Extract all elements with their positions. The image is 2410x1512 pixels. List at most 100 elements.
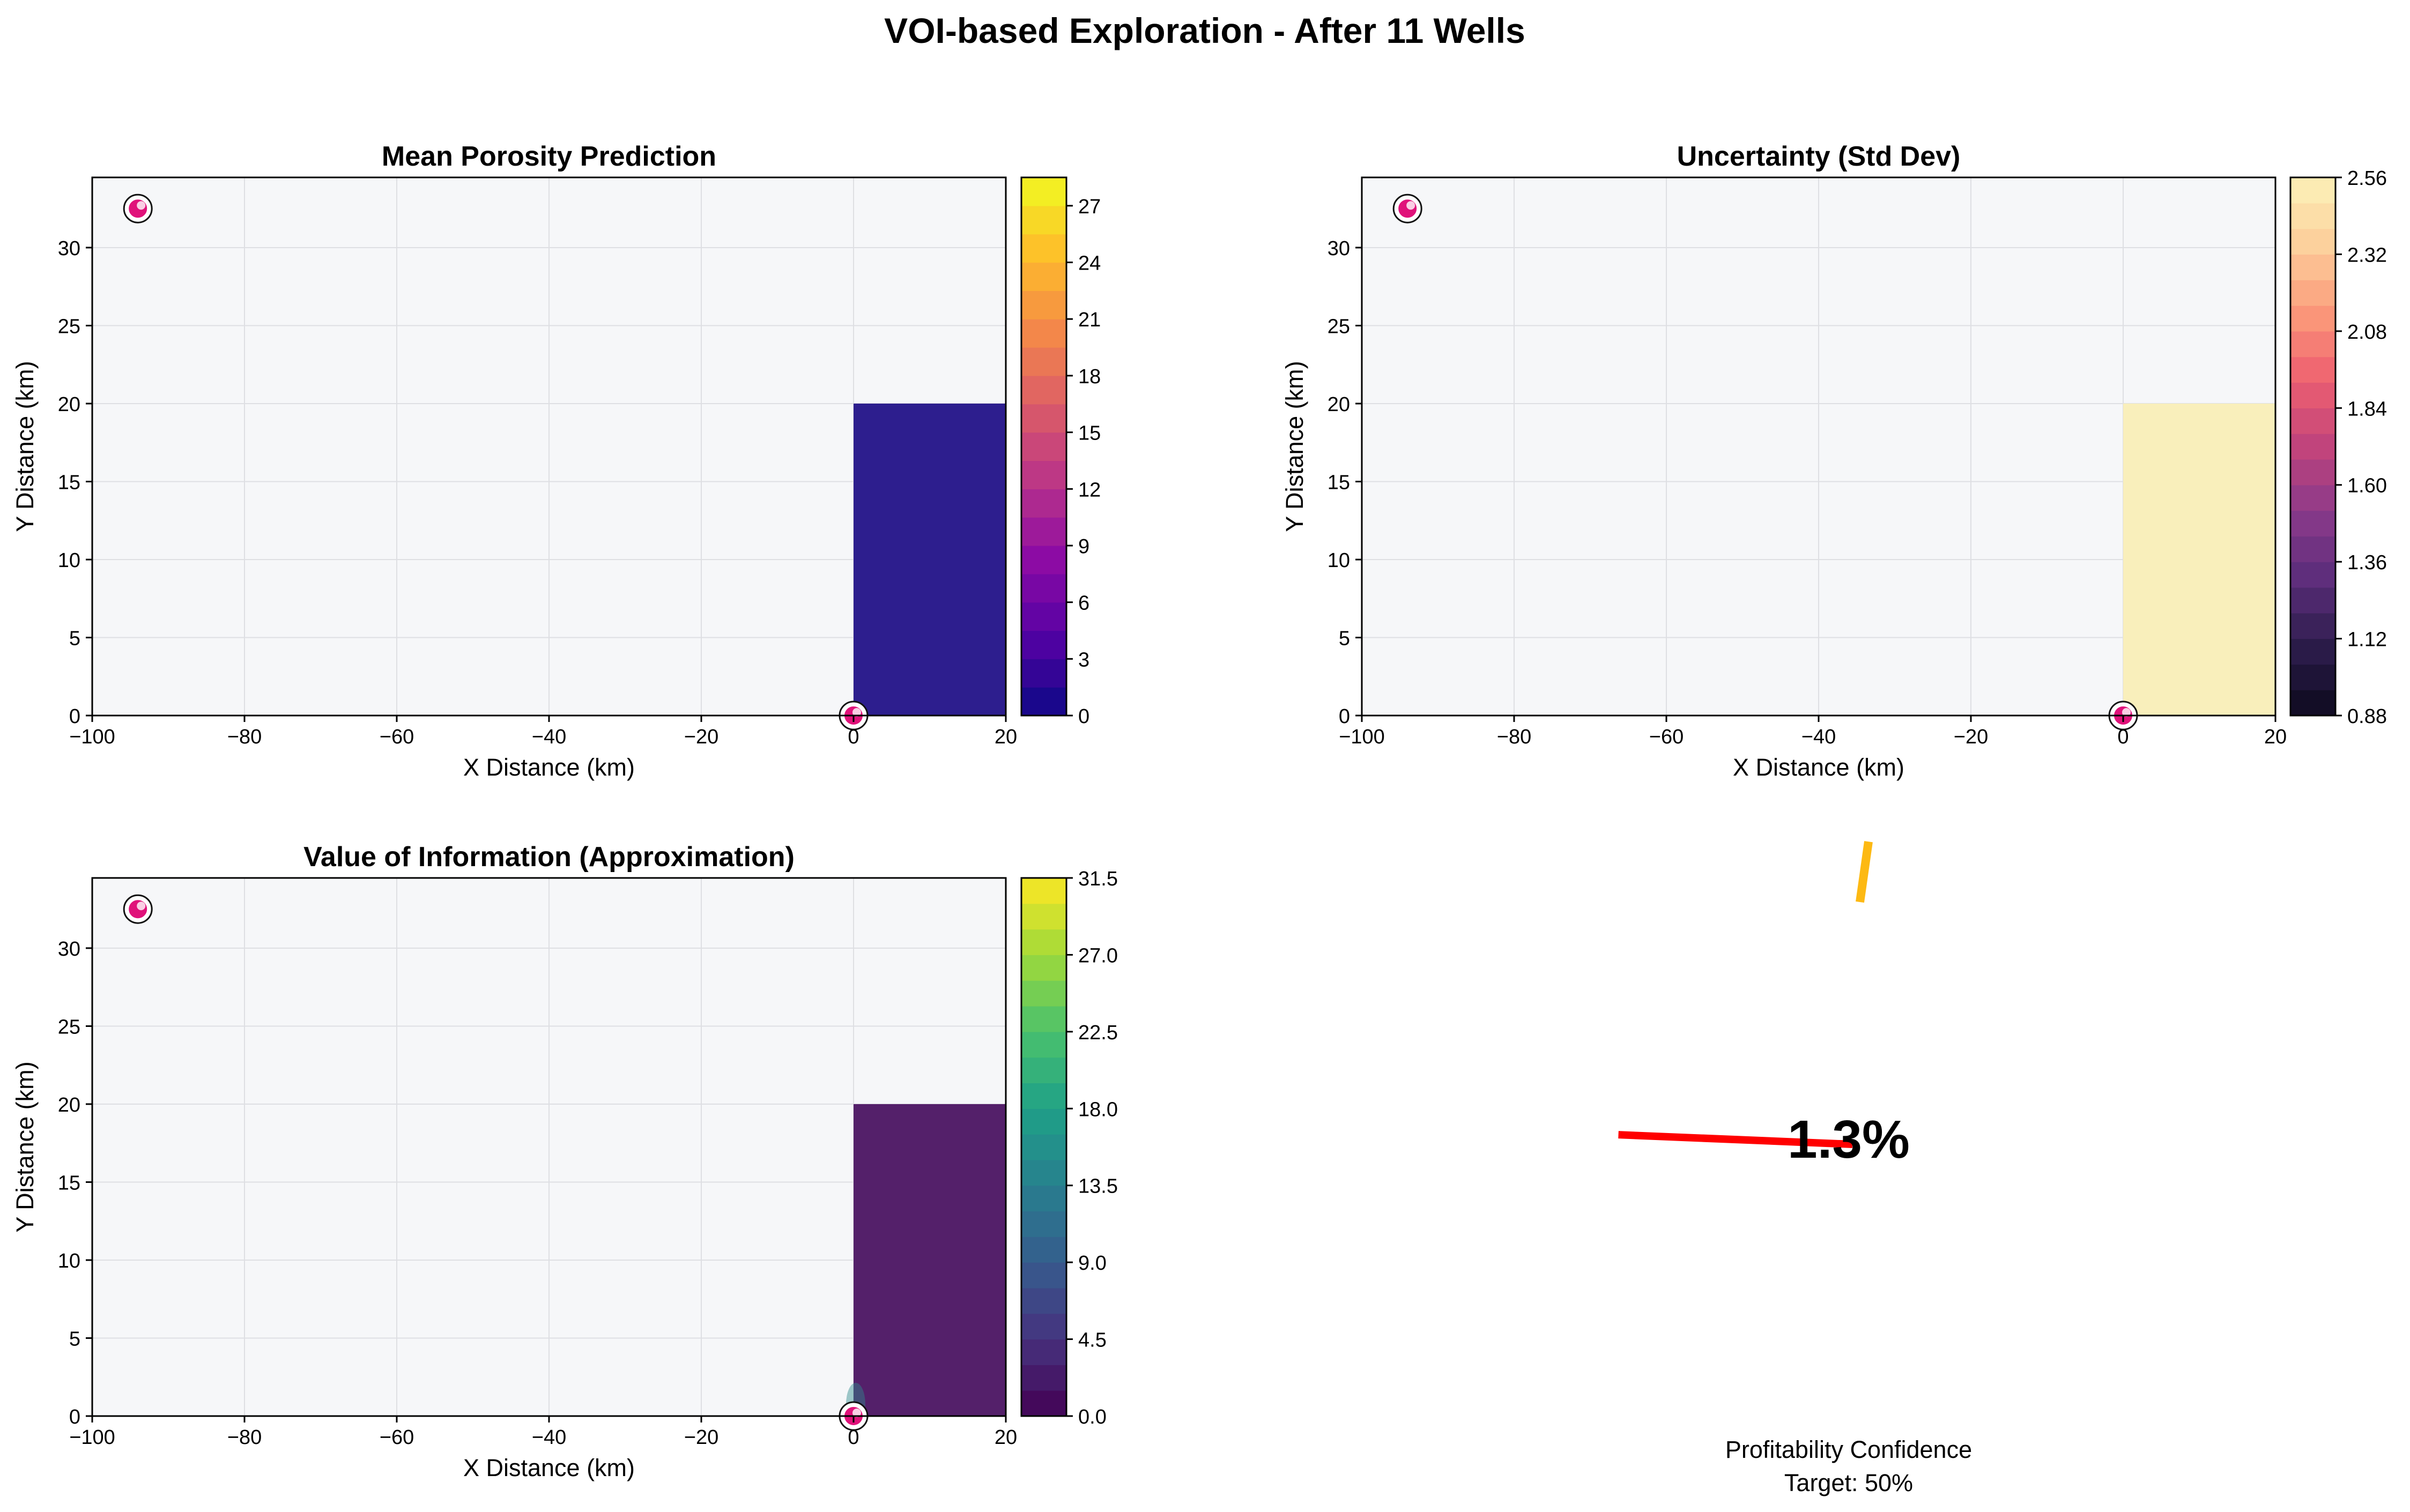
x-axis-label: X Distance (km) [463, 754, 635, 781]
colorbar-band [2290, 177, 2335, 204]
colorbar-band [2290, 638, 2335, 665]
colorbar-band [1021, 1185, 1066, 1212]
x-tick-label: 20 [995, 726, 1017, 748]
x-tick-label: −100 [69, 726, 115, 748]
x-tick-label: −80 [1497, 726, 1531, 748]
panel-3: −100 −80 −60 −40 −20 0 20 0 5 10 15 20 25 30 Value of … [11, 841, 1118, 1481]
colorbar-band [1021, 1390, 1066, 1417]
y-tick-label: 5 [1339, 627, 1350, 650]
colorbar-band [2290, 228, 2335, 255]
x-tick-label: 0 [848, 726, 859, 748]
colorbar-tick-label: 1.36 [2347, 552, 2387, 574]
colorbar-tick-label: 1.84 [2347, 398, 2387, 420]
x-tick-label: −60 [380, 1426, 414, 1449]
colorbar-frame [1020, 176, 1067, 717]
well-marker-highlight [2122, 708, 2131, 717]
gauge-needle [1618, 1131, 1853, 1148]
colorbar-tick-label: 0.88 [2347, 705, 2387, 728]
colorbar-band [2290, 664, 2335, 690]
colorbar-tick-label: 3 [1078, 649, 1089, 671]
colorbar-tick-label: 1.12 [2347, 629, 2387, 651]
colorbar-tick-label: 9 [1078, 535, 1089, 558]
colorbar-band [2290, 536, 2335, 562]
colorbar-band [1021, 375, 1066, 405]
x-tick-label: −20 [1954, 726, 1988, 748]
colorbar-tick-label: 27 [1078, 196, 1101, 218]
y-tick-label: 25 [58, 315, 80, 338]
colorbar-band [2290, 331, 2335, 357]
colorbar-frame [1020, 877, 1067, 1417]
colorbar: 0.88 1.12 1.36 1.60 1.84 2.08 2.32 2.56 [2289, 167, 2387, 728]
colorbar: 0 3 6 9 12 15 18 21 24 27 [1020, 176, 1101, 728]
colorbar-band [1021, 205, 1066, 235]
colorbar-band [1021, 1211, 1066, 1237]
panel-2: −100 −80 −60 −40 −20 0 20 0 5 10 15 20 25 30 Uncertain… [1281, 141, 2387, 781]
colorbar-band [1021, 573, 1066, 603]
colorbar-band [1021, 1262, 1066, 1288]
colorbar-band [1021, 1339, 1066, 1365]
y-tick-label: 15 [58, 1172, 80, 1194]
colorbar-band [1021, 177, 1066, 206]
colorbar-band [1021, 687, 1066, 716]
colorbar-band [1021, 432, 1066, 461]
colorbar-band [1021, 878, 1066, 904]
colorbar-band [1021, 1365, 1066, 1391]
colorbar-band [2290, 459, 2335, 486]
colorbar-band [2290, 306, 2335, 332]
gauge-target-caption: Target: 50% [1784, 1469, 1913, 1496]
x-tick-label: 20 [2264, 726, 2287, 748]
colorbar-band [1021, 1313, 1066, 1340]
y-tick-label: 0 [69, 705, 80, 728]
colorbar-band [1021, 291, 1066, 319]
colorbar-band [1021, 460, 1066, 489]
y-tick-label: 10 [1328, 549, 1350, 572]
y-axis-label: Y Distance (km) [11, 361, 39, 532]
colorbar-tick-label: 2.56 [2347, 167, 2387, 190]
colorbar-band [2290, 408, 2335, 434]
gauge-target-marker [1856, 841, 1873, 903]
y-tick-label: 25 [1328, 315, 1350, 338]
x-tick-label: −80 [227, 1426, 262, 1449]
panel-title: Value of Information (Approximation) [303, 841, 795, 873]
figure-suptitle: VOI-based Exploration - After 11 Wells [884, 11, 1525, 50]
x-tick-label: −40 [532, 726, 566, 748]
colorbar: 0.0 4.5 9.0 13.5 18.0 22.5 27.0 31.5 [1020, 868, 1118, 1428]
colorbar-band [1021, 262, 1066, 291]
colorbar-band [2290, 485, 2335, 511]
colorbar-tick-label: 9.0 [1078, 1252, 1107, 1275]
y-tick-label: 20 [1328, 393, 1350, 416]
y-tick-label: 20 [58, 1094, 80, 1116]
y-tick-label: 10 [58, 1250, 80, 1272]
y-tick-label: 30 [58, 237, 80, 260]
colorbar-band [1021, 517, 1066, 546]
colorbar-band [1021, 659, 1066, 688]
colorbar-tick-label: 2.08 [2347, 321, 2387, 344]
colorbar-tick-label: 22.5 [1078, 1022, 1118, 1044]
colorbar-band [2290, 280, 2335, 306]
colorbar-band [1021, 929, 1066, 956]
colorbar-tick-label: 18 [1078, 366, 1101, 388]
well-marker [123, 193, 153, 224]
x-tick-label: 0 [2117, 726, 2129, 748]
y-tick-label: 15 [1328, 471, 1350, 494]
colorbar-band [1021, 347, 1066, 376]
colorbar-band [1021, 545, 1066, 575]
well-marker-highlight [1406, 201, 1415, 210]
colorbar-band [1021, 903, 1066, 930]
x-tick-label: −40 [532, 1426, 566, 1449]
x-axis-label: X Distance (km) [1733, 754, 1904, 781]
colorbar-tick-label: 6 [1078, 592, 1089, 615]
colorbar-band [1021, 1006, 1066, 1032]
gauge-panel: 1.3% Profitability Confidence Target: 50% [1618, 841, 1972, 1496]
y-tick-label: 30 [1328, 237, 1350, 260]
x-tick-label: −80 [227, 726, 262, 748]
well-marker-inner [127, 898, 150, 921]
colorbar-tick-label: 4.5 [1078, 1329, 1107, 1352]
y-tick-label: 5 [69, 627, 80, 650]
colorbar-band [1021, 404, 1066, 433]
colorbar-band [2290, 510, 2335, 537]
colorbar-band [1021, 489, 1066, 518]
colorbar-band [1021, 1159, 1066, 1186]
x-tick-label: 0 [848, 1426, 859, 1449]
